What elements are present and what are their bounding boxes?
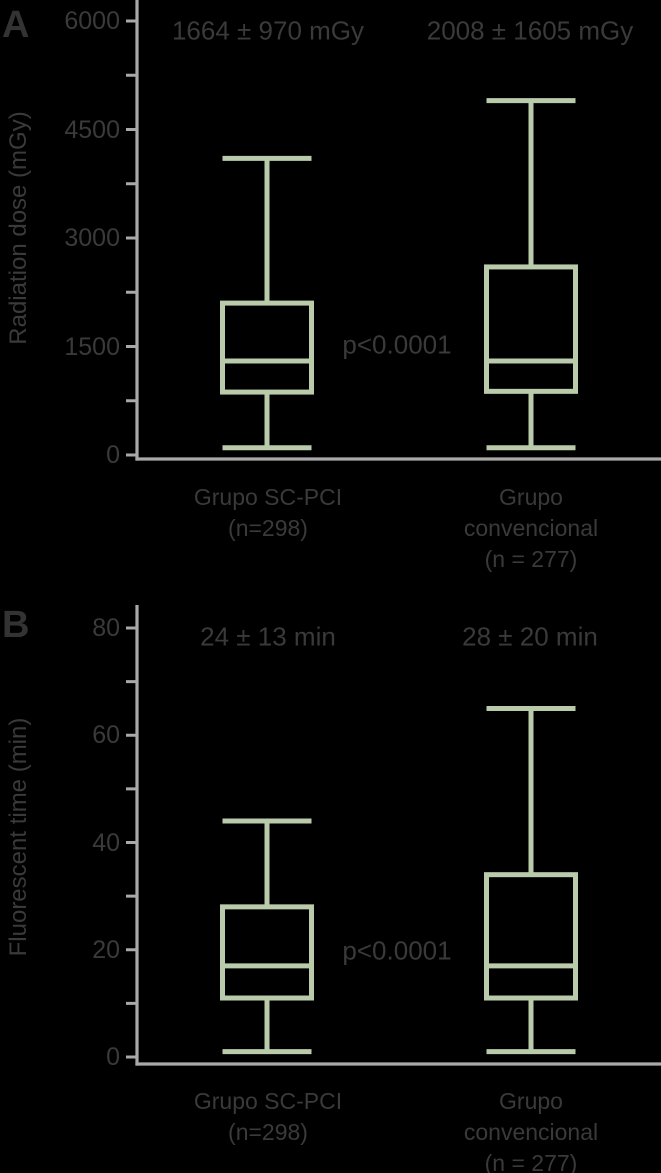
iqr-box (484, 264, 578, 394)
y-tick-label: 6000 (64, 7, 120, 35)
category-label-line: (n = 277) (484, 1150, 578, 1173)
panel-b-p-value: p<0.0001 (342, 935, 452, 966)
iqr-box (220, 904, 314, 1001)
panel-a-y-axis-title: Radiation dose (mGy) (5, 111, 32, 345)
y-tick-label: 1500 (64, 332, 120, 361)
panel-a-group2-category-label: Grupo convencional (n = 277) (464, 482, 598, 575)
panel-b-letter: B (2, 604, 30, 646)
y-tick-label: 3000 (64, 224, 120, 252)
panel-a-p-value: p<0.0001 (342, 329, 452, 360)
category-label-line: convencional (463, 1119, 599, 1145)
panel-b-group1-mean-annotation: 24 ± 13 min (200, 621, 336, 652)
iqr-box (484, 872, 578, 1001)
iqr-box (220, 300, 314, 395)
y-tick-label: 4500 (64, 115, 120, 144)
category-label-line: convencional (463, 515, 599, 541)
category-label-line: Grupo SC-PCI (193, 1088, 343, 1114)
y-tick-label: 80 (92, 614, 120, 642)
panel-b-y-axis-title: Fluorescent time (min) (5, 717, 32, 957)
panel-a-letter: A (2, 4, 30, 46)
y-tick-label: 60 (92, 721, 120, 750)
y-tick-label: 0 (106, 441, 120, 469)
y-tick-label: 0 (106, 1043, 120, 1071)
panel-a-group1-category-label: Grupo SC-PCI (n=298) (194, 482, 342, 544)
category-label-line: (n=298) (228, 1119, 308, 1145)
panel-b-group1-category-label: Grupo SC-PCI (n=298) (194, 1086, 342, 1148)
category-label-line: (n = 277) (484, 546, 578, 572)
panel-b-group2-mean-annotation: 28 ± 20 min (462, 621, 598, 652)
panel-a-group1-mean-annotation: 1664 ± 970 mGy (171, 15, 365, 46)
y-tick-label: 20 (92, 935, 120, 964)
panel-a-group2-mean-annotation: 2008 ± 1605 mGy (426, 15, 634, 46)
category-label-line: Grupo (499, 484, 563, 510)
y-tick-label: 40 (92, 828, 120, 857)
category-label-line: Grupo SC-PCI (193, 484, 343, 510)
category-label-line: (n=298) (228, 515, 308, 541)
category-label-line: Grupo (499, 1088, 563, 1114)
panel-b-group2-category-label: Grupo convencional (n = 277) (464, 1086, 598, 1173)
